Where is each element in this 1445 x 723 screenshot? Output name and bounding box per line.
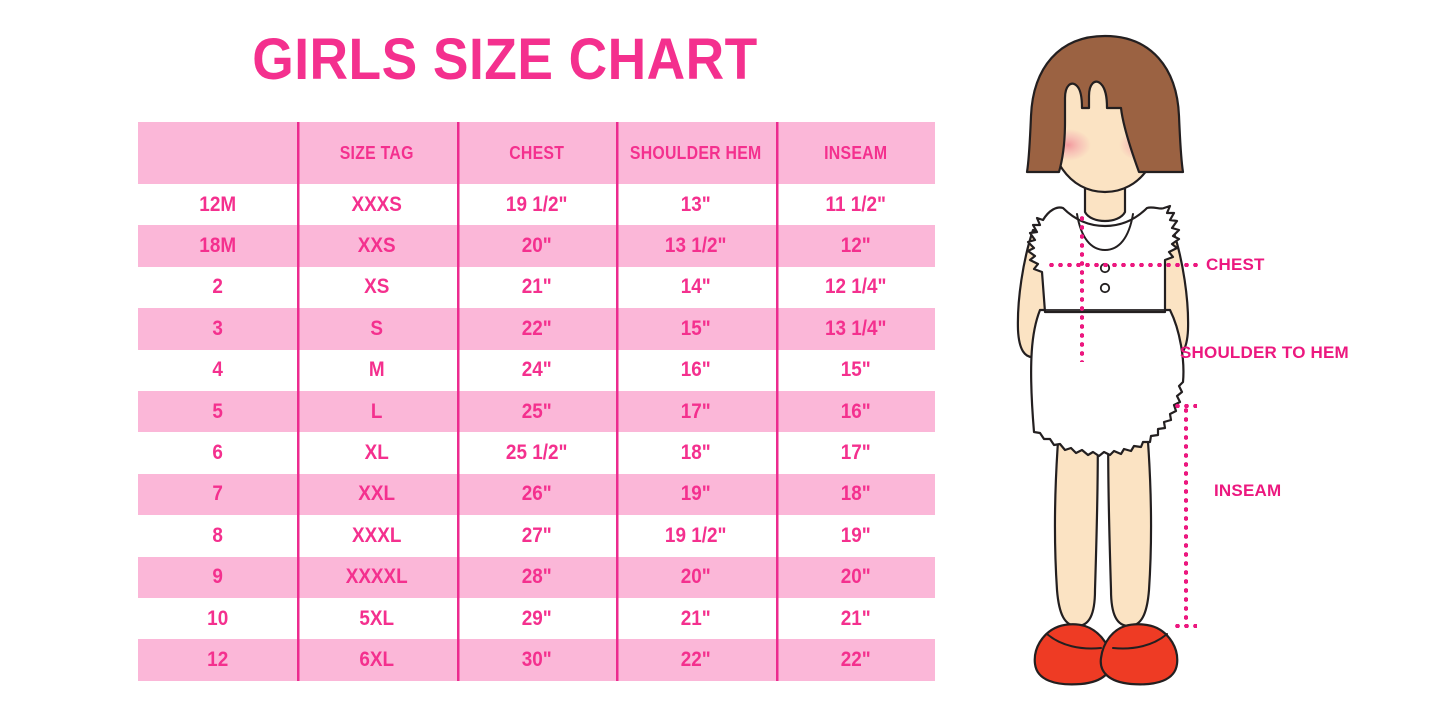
table-row: 12M XXXS 19 1/2" 13" 11 1/2" xyxy=(138,184,935,226)
table-body: 12M XXXS 19 1/2" 13" 11 1/2" 18M XXS 20" 13 1/2"… xyxy=(138,184,935,681)
cell-shoulder-hem: 20" xyxy=(616,556,776,598)
column-header-size xyxy=(138,122,298,184)
cell-shoulder-hem: 14" xyxy=(616,266,776,309)
cell-chest: 30" xyxy=(456,639,617,681)
cell-inseam: 12 1/4" xyxy=(775,266,935,309)
table-row: 4 M 24" 16" 15" xyxy=(138,349,935,391)
cell-inseam: 16" xyxy=(775,390,935,433)
cell-chest: 20" xyxy=(456,225,617,267)
cell-size: 2 xyxy=(138,266,298,309)
button-icon xyxy=(1099,282,1111,294)
cell-size: 3 xyxy=(138,308,298,350)
ruffle-skirt xyxy=(1030,308,1185,458)
cell-shoulder-hem: 18" xyxy=(616,432,776,474)
table-row: 5 L 25" 17" 16" xyxy=(138,390,935,433)
column-header-size-tag: SIZE TAG xyxy=(297,122,457,184)
cell-inseam: 17" xyxy=(775,432,935,474)
inseam-guide-line xyxy=(1184,406,1188,626)
cell-shoulder-hem: 13" xyxy=(616,184,776,226)
cell-size: 9 xyxy=(138,556,298,598)
cell-chest: 26" xyxy=(456,473,617,516)
page-title: GIRLS SIZE CHART xyxy=(252,27,758,92)
cell-size-tag: XXXL xyxy=(297,515,457,557)
cell-shoulder-hem: 13 1/2" xyxy=(616,225,776,267)
cell-shoulder-hem: 21" xyxy=(616,597,776,640)
column-header-inseam: INSEAM xyxy=(775,122,935,184)
cell-size: 7 xyxy=(138,473,298,516)
girl-figure-svg xyxy=(1016,34,1190,686)
cell-chest: 28" xyxy=(456,556,617,598)
cell-inseam: 20" xyxy=(775,556,935,598)
cell-chest: 25 1/2" xyxy=(456,432,617,474)
cell-size: 12 xyxy=(138,639,298,681)
cell-size: 4 xyxy=(138,349,298,391)
measurement-label-shoulder-to-hem: SHOULDER TO HEM xyxy=(1180,343,1349,362)
cell-size-tag: XL xyxy=(297,432,457,474)
table-row: 10 5XL 29" 21" 21" xyxy=(138,597,935,640)
cell-inseam: 21" xyxy=(775,597,935,640)
cell-size-tag: XXS xyxy=(297,225,457,267)
column-header-chest: CHEST xyxy=(456,122,617,184)
inseam-guide-cap-bottom xyxy=(1173,624,1197,628)
cell-chest: 24" xyxy=(456,349,617,391)
measurement-label-chest: CHEST xyxy=(1206,255,1265,274)
cell-size: 10 xyxy=(138,597,298,640)
cell-inseam: 15" xyxy=(775,349,935,391)
tank-top xyxy=(1026,204,1181,314)
cell-chest: 25" xyxy=(456,390,617,433)
table-row: 9 XXXXL 28" 20" 20" xyxy=(138,556,935,598)
cell-inseam: 11 1/2" xyxy=(775,184,935,226)
table-row: 2 XS 21" 14" 12 1/4" xyxy=(138,266,935,309)
cell-shoulder-hem: 16" xyxy=(616,349,776,391)
cell-size-tag: XS xyxy=(297,266,457,309)
table-row: 6 XL 25 1/2" 18" 17" xyxy=(138,432,935,474)
shoulder-hem-guide-line xyxy=(1080,214,1084,362)
cell-size: 12M xyxy=(138,184,298,226)
cell-chest: 29" xyxy=(456,597,617,640)
cell-shoulder-hem: 19" xyxy=(616,473,776,516)
table-row: 8 XXXL 27" 19 1/2" 19" xyxy=(138,515,935,557)
measurement-label-inseam: INSEAM xyxy=(1214,481,1282,500)
chest-guide-line xyxy=(1047,263,1202,267)
table-row: 12 6XL 30" 22" 22" xyxy=(138,639,935,681)
cell-size-tag: XXL xyxy=(297,473,457,516)
cell-inseam: 13 1/4" xyxy=(775,308,935,350)
shoes xyxy=(1033,623,1179,686)
cell-chest: 21" xyxy=(456,266,617,309)
table-row: 18M XXS 20" 13 1/2" 12" xyxy=(138,225,935,267)
cell-size-tag: S xyxy=(297,308,457,350)
cell-shoulder-hem: 22" xyxy=(616,639,776,681)
cell-size: 6 xyxy=(138,432,298,474)
cell-size: 18M xyxy=(138,225,298,267)
cell-size-tag: 6XL xyxy=(297,639,457,681)
cell-size: 5 xyxy=(138,390,298,433)
cell-shoulder-hem: 15" xyxy=(616,308,776,350)
girl-figure-illustration xyxy=(985,30,1235,690)
table-header: SIZE TAG CHEST SHOULDER HEM INSEAM xyxy=(138,122,935,184)
cell-size-tag: XXXXL xyxy=(297,556,457,598)
cell-shoulder-hem: 17" xyxy=(616,390,776,433)
column-header-shoulder-hem: SHOULDER HEM xyxy=(616,122,776,184)
cell-size-tag: 5XL xyxy=(297,597,457,640)
table-row: 3 S 22" 15" 13 1/4" xyxy=(138,308,935,350)
hair xyxy=(1025,34,1185,174)
cell-inseam: 12" xyxy=(775,225,935,267)
cell-inseam: 22" xyxy=(775,639,935,681)
cell-chest: 22" xyxy=(456,308,617,350)
cell-size-tag: L xyxy=(297,390,457,433)
cell-size-tag: M xyxy=(297,349,457,391)
inseam-guide-cap-top xyxy=(1173,404,1197,408)
cell-inseam: 19" xyxy=(775,515,935,557)
table-row: 7 XXL 26" 19" 18" xyxy=(138,473,935,516)
cell-size-tag: XXXS xyxy=(297,184,457,226)
table-header-row: SIZE TAG CHEST SHOULDER HEM INSEAM xyxy=(138,122,935,184)
cell-chest: 19 1/2" xyxy=(456,184,617,226)
cell-shoulder-hem: 19 1/2" xyxy=(616,515,776,557)
cell-inseam: 18" xyxy=(775,473,935,516)
size-chart-table: SIZE TAG CHEST SHOULDER HEM INSEAM 12M XX… xyxy=(138,122,935,681)
cell-chest: 27" xyxy=(456,515,617,557)
cell-size: 8 xyxy=(138,515,298,557)
